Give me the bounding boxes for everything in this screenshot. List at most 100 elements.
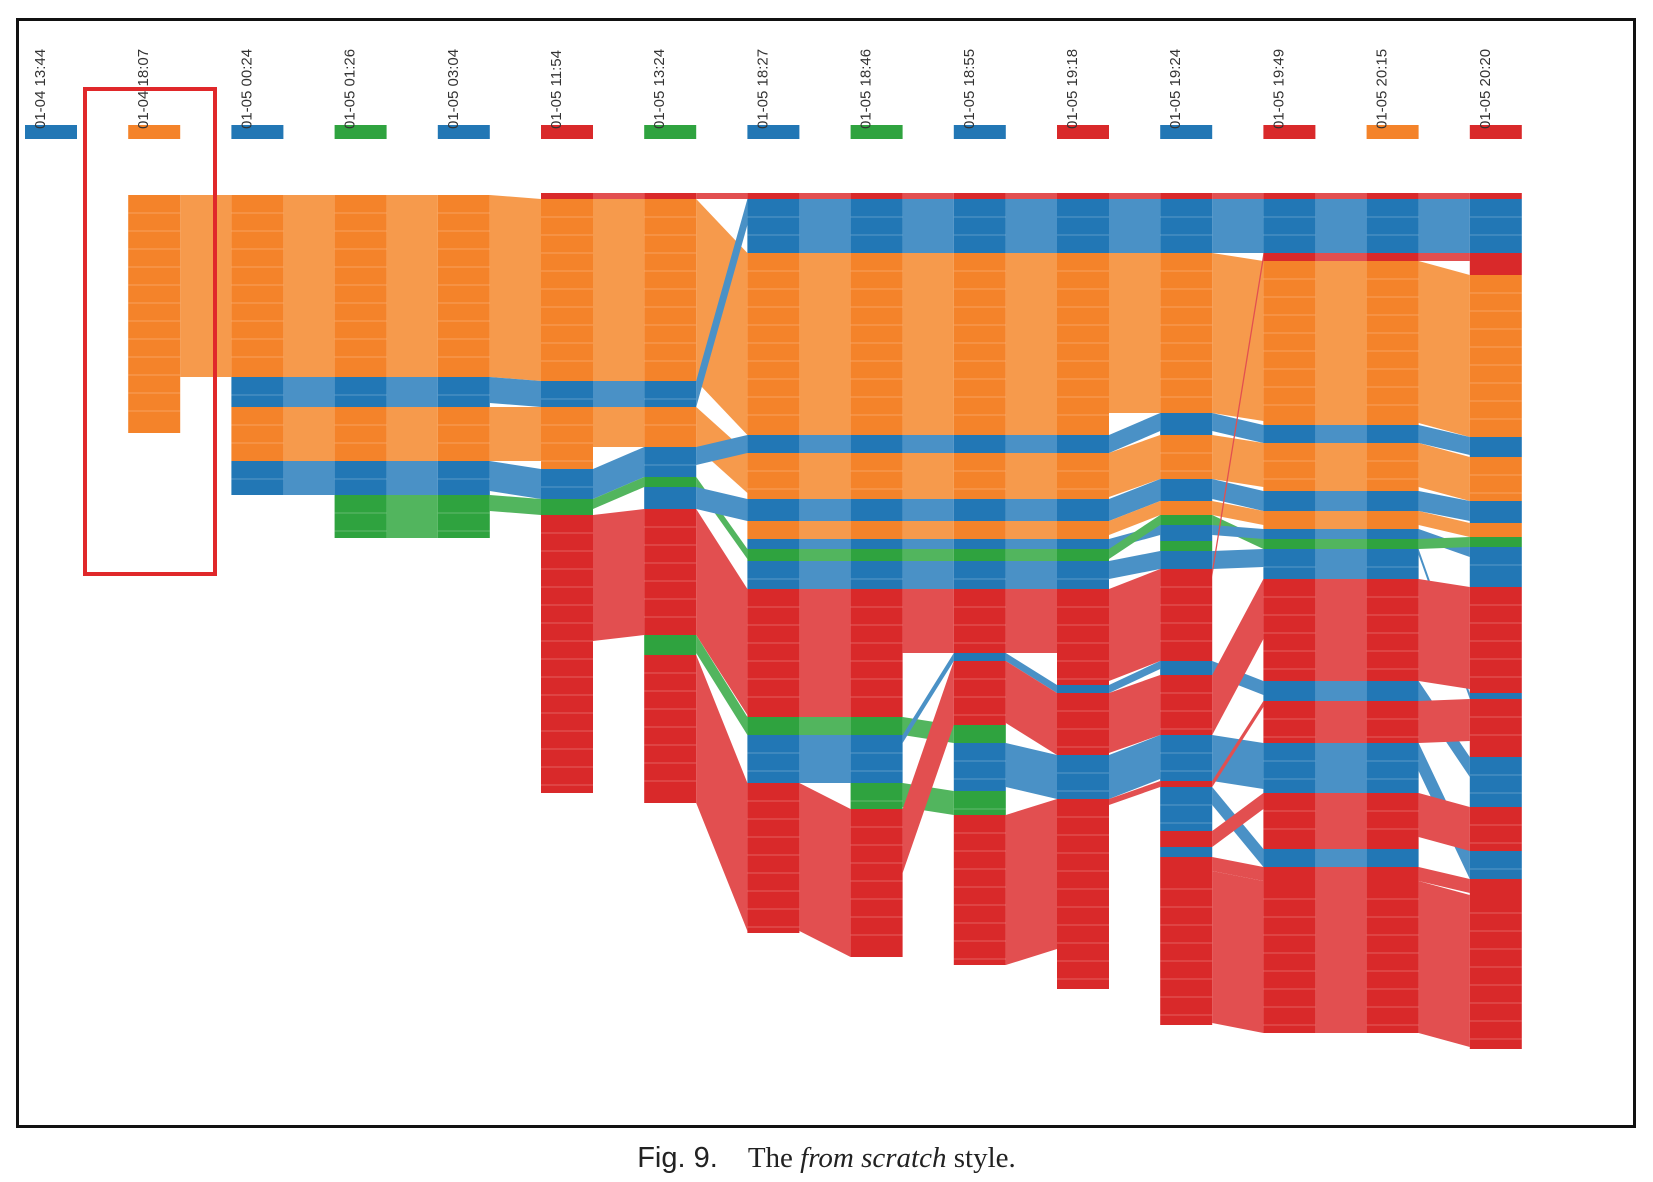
flow-connector [1109,253,1161,413]
flow-band [747,499,800,521]
flow-connector [1315,199,1367,253]
flow-band [1469,693,1522,699]
column-time-label: 01-05 20:20 [1477,49,1494,129]
flow-connector [1315,511,1367,529]
column-marker [25,125,77,139]
flow-band [437,377,490,407]
flow-connector [1315,579,1367,681]
flow-connector [1418,491,1470,521]
flow-connector [386,461,438,495]
flow-band [1057,453,1109,499]
column-time-label: 01-05 18:55 [961,49,978,129]
flow-connector [593,199,645,381]
caption-label: Fig. 9. [637,1142,718,1174]
column-time-label: 01-05 18:27 [754,49,771,129]
flow-connector [386,495,438,538]
flow-connector [593,509,645,641]
flow-connector [1418,881,1470,1047]
flow-connector [799,561,851,589]
flow-band [334,407,387,461]
flow-band [1469,537,1522,547]
flow-band [953,199,1006,253]
flow-connector [799,783,851,957]
flow-band [1263,579,1316,681]
column-marker [437,125,490,139]
flow-band [231,195,284,377]
flow-band [1366,867,1419,881]
flow-connector [593,447,645,499]
flow-band [850,589,903,717]
flow-band [1160,501,1213,515]
flow-connector [1315,681,1367,701]
flow-connector [593,477,645,509]
flow-connector [1005,799,1057,965]
flow-band [850,453,903,499]
flow-connector [180,195,232,377]
flow-band [1366,539,1419,549]
flow-band [1263,425,1316,443]
flow-connector [799,521,851,539]
flow-band [128,195,181,433]
flow-band [1366,425,1419,443]
flow-band [1160,541,1213,551]
flow-band [1057,193,1109,199]
flow-connector [1315,849,1367,867]
flow-band [747,453,800,499]
flow-band [541,515,593,793]
flow-connector [1315,549,1367,579]
flow-band [437,461,490,495]
flow-band [1057,199,1109,253]
flow-connector [1315,253,1367,261]
flow-band [1469,193,1522,199]
flow-band [953,589,1006,653]
flow-band [850,253,903,435]
flow-connector [1315,743,1367,793]
flow-connector [1212,871,1264,1033]
flow-band [850,783,903,809]
flow-connector [1005,549,1057,561]
flow-band [1263,261,1316,425]
flow-lines [128,212,1522,1040]
flow-band [953,815,1006,965]
flow-band [1160,831,1213,847]
flow-connector [489,407,541,461]
flow-band [1263,491,1316,511]
highlight-box [83,87,217,576]
flow-bands [128,193,1522,1049]
flow-band [1366,491,1419,511]
flow-band [1160,193,1213,199]
flow-band [1469,547,1522,587]
flow-band [1366,511,1419,529]
column-time-label: 01-05 20:15 [1374,49,1391,129]
flow-connector [1418,511,1470,537]
flow-band [1366,253,1419,261]
flow-band [644,407,697,447]
column-marker [231,125,284,139]
flow-connector [1315,539,1367,549]
flow-connector [1005,561,1057,589]
flow-band [1057,499,1109,521]
flow-band [1160,199,1213,253]
flow-connector [696,487,748,521]
flow-band [747,193,800,199]
flow-band [1469,457,1522,501]
column-marker [953,125,1006,139]
flow-band [1366,881,1419,1033]
column-time-label: 01-05 00:24 [238,49,255,129]
flow-connector [283,407,335,461]
flow-connector [593,407,645,447]
flow-band [1469,587,1522,693]
flow-connector [1418,253,1470,261]
flow-band [1366,701,1419,743]
flow-band [850,717,903,735]
flow-connector [489,195,541,381]
flow-connector [1109,661,1161,693]
flow-band [850,809,903,957]
flow-band [1469,851,1522,879]
column-labels: 01-04 13:44 01-04 18:07 01-05 00:24 01-05 0… [32,49,1494,129]
flow-band [1366,681,1419,701]
flow-connector [1212,857,1264,881]
column-time-label: 01-05 11:54 [548,50,565,129]
flow-band [953,653,1006,661]
flow-band [1366,193,1419,199]
